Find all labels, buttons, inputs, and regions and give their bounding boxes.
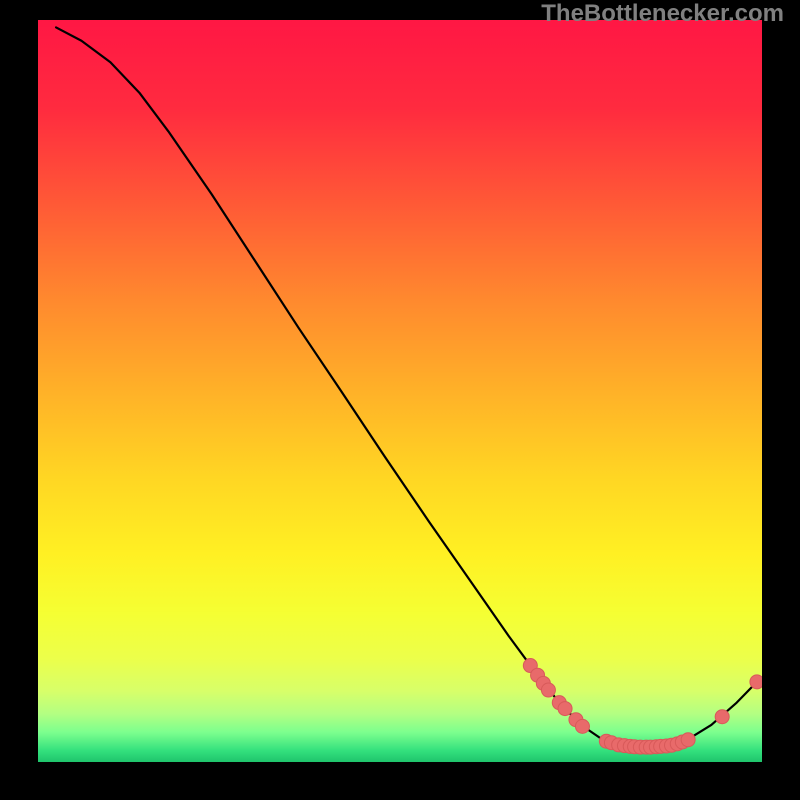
watermark-text: TheBottlenecker.com [0,0,784,28]
data-point-marker [541,683,555,697]
chart-overlay-svg [38,20,762,762]
data-point-marker [750,675,762,689]
bottleneck-curve [56,27,758,747]
data-point-marker [715,710,729,724]
chart-container: TheBottlenecker.com [0,0,800,800]
data-point-marker [681,733,695,747]
data-point-marker [575,719,589,733]
data-point-marker [558,702,572,716]
plot-area [38,20,762,762]
